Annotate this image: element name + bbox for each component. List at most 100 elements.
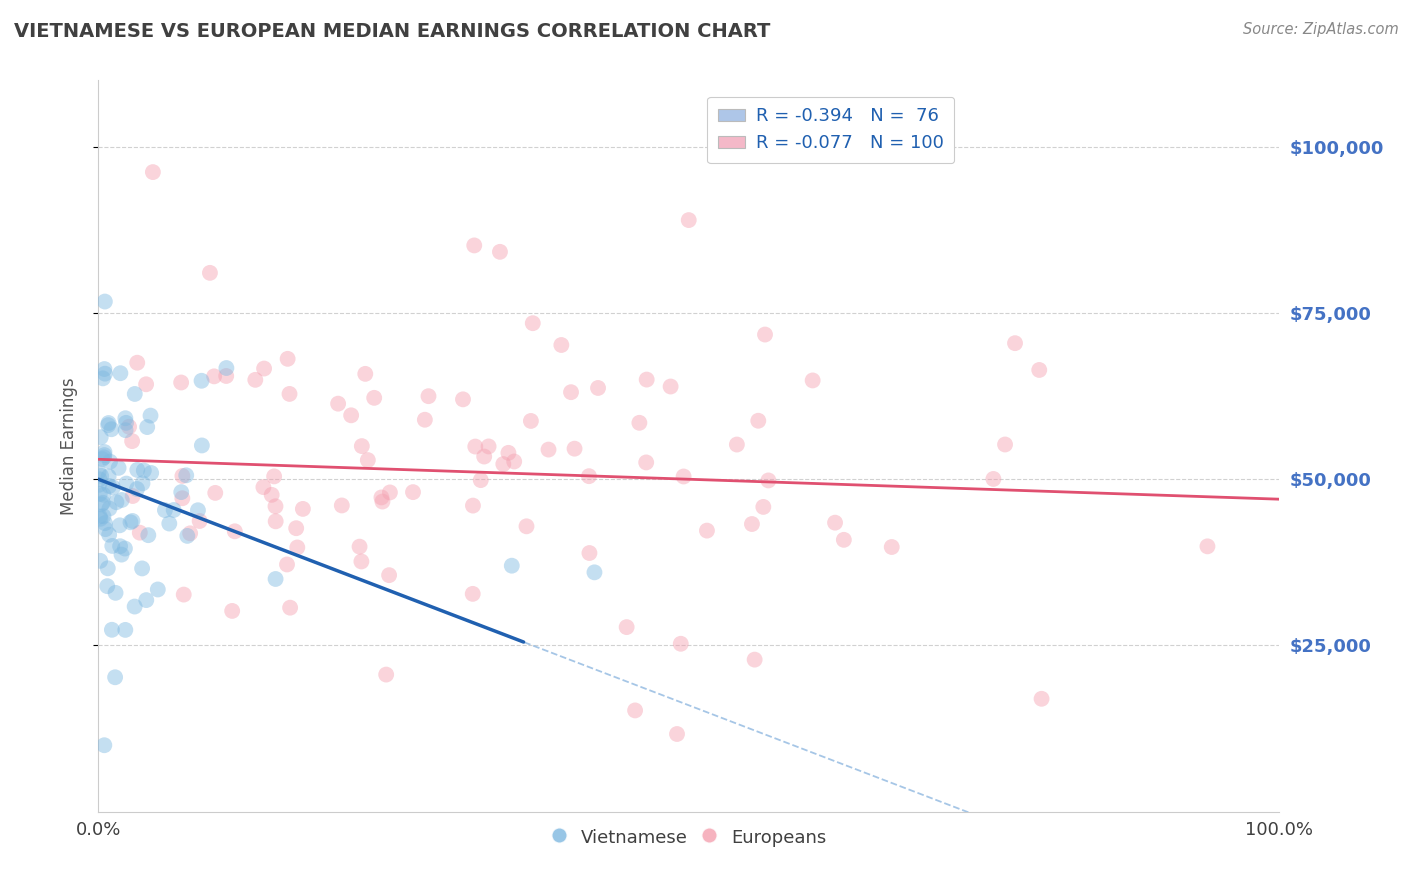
Point [636, 455, 658, 469]
Point [98, 455, 121, 469]
Point [264, 514, 287, 528]
Point [285, 521, 308, 535]
Point [127, 463, 149, 477]
Point [470, 473, 492, 487]
Point [91, 452, 114, 467]
Point [418, 389, 440, 403]
Point [142, 165, 165, 179]
Text: VIETNAMESE VS EUROPEAN MEDIAN EARNINGS CORRELATION CHART: VIETNAMESE VS EUROPEAN MEDIAN EARNINGS C… [14, 22, 770, 41]
Point [560, 385, 582, 400]
Point [363, 391, 385, 405]
Point [215, 369, 238, 384]
Point [108, 539, 131, 553]
Point [87, 465, 110, 479]
Point [141, 466, 163, 480]
Point [340, 409, 363, 423]
Point [89, 472, 111, 486]
Point [378, 568, 401, 582]
Point [98, 527, 121, 541]
Point [98, 479, 121, 493]
Point [578, 546, 600, 560]
Point [93, 488, 115, 502]
Point [349, 540, 371, 554]
Point [170, 376, 193, 390]
Point [375, 667, 398, 681]
Point [108, 518, 131, 533]
Point [371, 494, 394, 508]
Point [128, 525, 150, 540]
Point [131, 561, 153, 575]
Point [174, 468, 197, 483]
Point [492, 457, 515, 471]
Point [451, 392, 474, 407]
Point [636, 373, 658, 387]
Point [93, 509, 115, 524]
Point [124, 599, 146, 614]
Point [121, 434, 143, 449]
Point [801, 373, 824, 387]
Point [1197, 539, 1219, 553]
Point [202, 369, 225, 384]
Point [330, 499, 353, 513]
Point [87, 477, 110, 491]
Point [696, 524, 718, 538]
Point [173, 588, 195, 602]
Point [101, 539, 124, 553]
Text: Source: ZipAtlas.com: Source: ZipAtlas.com [1243, 22, 1399, 37]
Point [472, 450, 495, 464]
Point [131, 476, 153, 491]
Point [215, 361, 238, 376]
Point [127, 356, 149, 370]
Point [115, 416, 138, 430]
Point [583, 566, 606, 580]
Point [291, 502, 314, 516]
Point [139, 409, 162, 423]
Point [94, 516, 117, 531]
Point [983, 472, 1005, 486]
Point [107, 461, 129, 475]
Point [93, 445, 115, 459]
Point [89, 487, 111, 501]
Point [880, 540, 903, 554]
Point [550, 338, 572, 352]
Point [520, 414, 543, 428]
Point [994, 437, 1017, 451]
Point [120, 516, 142, 530]
Point [105, 495, 128, 509]
Point [747, 414, 769, 428]
Point [754, 327, 776, 342]
Point [93, 362, 115, 376]
Point [666, 727, 689, 741]
Point [461, 499, 484, 513]
Point [245, 373, 267, 387]
Point [157, 516, 180, 531]
Point [672, 469, 695, 483]
Point [114, 623, 136, 637]
Point [461, 587, 484, 601]
Point [463, 238, 485, 252]
Point [264, 500, 287, 514]
Point [357, 453, 380, 467]
Point [100, 422, 122, 436]
Point [253, 361, 276, 376]
Point [111, 493, 134, 508]
Point [104, 586, 127, 600]
Point [276, 558, 298, 572]
Point [832, 533, 855, 547]
Point [89, 512, 111, 526]
Point [564, 442, 586, 456]
Point [89, 554, 111, 568]
Point [146, 582, 169, 597]
Point [350, 439, 373, 453]
Point [578, 469, 600, 483]
Point [501, 558, 523, 573]
Point [758, 474, 780, 488]
Point [378, 485, 401, 500]
Point [260, 488, 283, 502]
Point [285, 541, 308, 555]
Point [252, 480, 274, 494]
Point [187, 503, 209, 517]
Point [1031, 691, 1053, 706]
Point [110, 366, 132, 380]
Y-axis label: Median Earnings: Median Earnings [59, 377, 77, 515]
